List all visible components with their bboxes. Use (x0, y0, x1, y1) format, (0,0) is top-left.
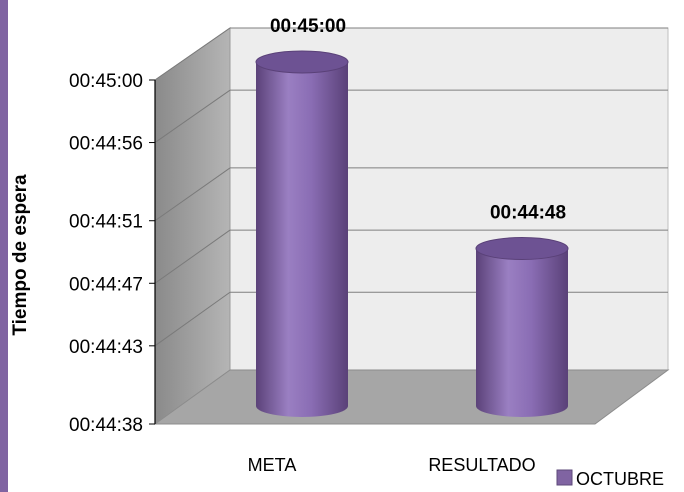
chart-side-wall (154, 27, 231, 425)
y-axis-ticks: 00:44:38 00:44:43 00:44:47 00:44:51 00:44:56… (69, 71, 155, 436)
bar (475, 237, 569, 417)
data-labels: 00:45:00 00:44:48 (270, 16, 566, 224)
bar-top (475, 237, 569, 261)
x-category-label: RESULTADO (428, 455, 535, 475)
bar-top (255, 50, 349, 74)
bars (255, 50, 569, 417)
bar-body (476, 248, 568, 417)
gridline-side (154, 229, 231, 284)
gridline-side (154, 167, 231, 222)
y-tick-label: 00:44:38 (69, 415, 143, 436)
y-axis-title: Tiempo de espera (10, 174, 31, 336)
x-axis-categories: META RESULTADO (248, 455, 536, 475)
y-tick-label: 00:44:51 (69, 212, 143, 233)
chart-floor (153, 369, 670, 425)
y-tick-label: 00:44:47 (69, 274, 143, 295)
gridline-side (154, 89, 231, 143)
data-label: 00:45:00 (270, 16, 346, 37)
legend-swatch (556, 469, 573, 486)
bar (255, 50, 349, 417)
y-tick-label: 00:44:56 (69, 134, 143, 155)
bar-body (256, 62, 348, 417)
y-tick-label: 00:45:00 (69, 71, 143, 92)
gridline-side (154, 291, 231, 347)
gridline-side (154, 27, 231, 81)
x-category-label: META (248, 455, 297, 475)
y-tick-label: 00:44:43 (69, 337, 143, 358)
data-label: 00:44:48 (490, 203, 566, 224)
left-border (0, 0, 8, 492)
legend-label: OCTUBRE (576, 469, 664, 489)
